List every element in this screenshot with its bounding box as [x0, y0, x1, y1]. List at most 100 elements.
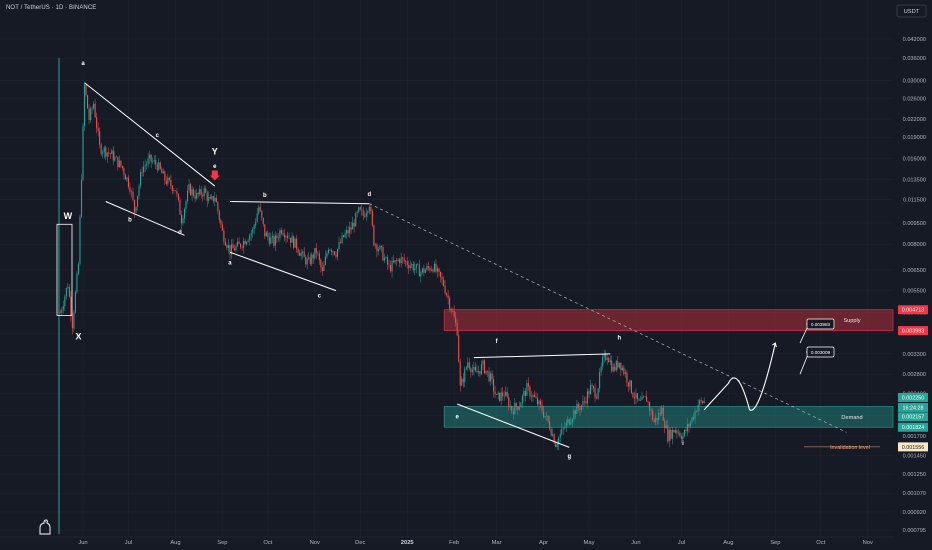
candle — [338, 236, 340, 252]
candle — [147, 152, 149, 168]
candle-body — [680, 436, 682, 439]
candle-body — [183, 208, 186, 219]
candle — [329, 248, 331, 251]
candle — [697, 399, 699, 417]
candle-body — [382, 247, 384, 261]
candle — [241, 245, 243, 251]
candle — [190, 182, 192, 196]
candle — [179, 197, 181, 215]
candle-body — [655, 417, 657, 423]
candle — [526, 380, 528, 396]
candle-body — [647, 401, 649, 403]
x-tick-label: Apr — [539, 540, 548, 546]
candle — [332, 250, 334, 257]
candle-body — [267, 232, 269, 237]
candle-body — [103, 147, 105, 153]
candle-body — [577, 403, 579, 408]
candle — [374, 242, 376, 250]
candle — [532, 393, 534, 402]
candle — [306, 254, 308, 270]
candle-body — [244, 240, 246, 245]
candle-body — [653, 419, 655, 423]
candle-body — [459, 361, 461, 386]
candle — [274, 231, 276, 252]
candle — [167, 174, 169, 187]
candle-body — [130, 191, 133, 193]
candle — [224, 237, 226, 246]
candle-body — [553, 434, 555, 444]
candle — [479, 371, 481, 378]
candle — [180, 210, 183, 229]
candle-body — [512, 411, 514, 415]
candle-body — [683, 429, 686, 436]
currency-selector[interactable] — [896, 4, 927, 18]
price-tag — [898, 442, 928, 452]
candle-body — [385, 257, 387, 258]
down-arrow-icon — [209, 170, 220, 181]
candle — [656, 417, 658, 426]
candle-body — [71, 315, 73, 329]
candle — [599, 368, 601, 393]
candle-body — [509, 405, 511, 408]
candle — [218, 209, 220, 224]
zone-label-supply: Supply — [843, 318, 860, 324]
candle — [556, 439, 558, 451]
candle-body — [632, 392, 634, 398]
candle — [208, 191, 210, 204]
y-tick-label: 0.042000 — [903, 37, 926, 43]
candle-body — [646, 396, 648, 402]
candle-body — [561, 428, 563, 435]
candle — [420, 270, 422, 283]
candle-body — [429, 267, 431, 271]
candle-body — [615, 361, 617, 371]
candle-body — [188, 184, 190, 191]
candle — [83, 82, 86, 131]
candle — [291, 232, 293, 243]
price-tag-label: 0.001556 — [902, 445, 924, 451]
candle — [650, 407, 652, 416]
candle-body — [617, 361, 619, 368]
candle-body — [85, 84, 87, 96]
candle-body — [344, 233, 346, 237]
candle — [550, 426, 552, 437]
candle-body — [659, 412, 661, 414]
candle-body — [664, 420, 666, 429]
candle — [100, 142, 102, 156]
candle-body — [255, 221, 257, 226]
candle-body — [626, 372, 628, 383]
candle — [485, 370, 487, 376]
candle — [467, 357, 469, 372]
candle — [277, 232, 279, 242]
y-tick-label: 0.006500 — [903, 268, 926, 274]
candle-body — [149, 154, 151, 159]
candle-body — [193, 189, 195, 196]
candle-body — [279, 230, 281, 238]
candle-body — [197, 192, 199, 195]
candle-body — [376, 244, 378, 252]
y-tick-label: 0.001450 — [903, 454, 926, 460]
candle-body — [389, 265, 392, 272]
trendline-lower-e-g — [457, 403, 570, 448]
candle — [327, 247, 329, 255]
candle-body — [170, 179, 172, 186]
candle — [371, 208, 373, 228]
candle-body — [70, 296, 72, 316]
candle-body — [217, 202, 219, 212]
candle — [486, 370, 489, 377]
candle-body — [400, 257, 402, 264]
candle-body — [559, 434, 561, 438]
candle-body — [435, 263, 437, 272]
candle — [244, 238, 246, 245]
candle — [297, 247, 299, 256]
candle-body — [471, 369, 473, 373]
candle-body — [118, 160, 120, 168]
candle-body — [503, 395, 505, 397]
candle-body — [627, 382, 629, 387]
candle-body — [662, 407, 664, 421]
candle — [76, 271, 78, 294]
candle-body — [230, 244, 233, 255]
candle — [88, 104, 90, 125]
candle — [499, 392, 501, 402]
candle-body — [200, 189, 202, 195]
